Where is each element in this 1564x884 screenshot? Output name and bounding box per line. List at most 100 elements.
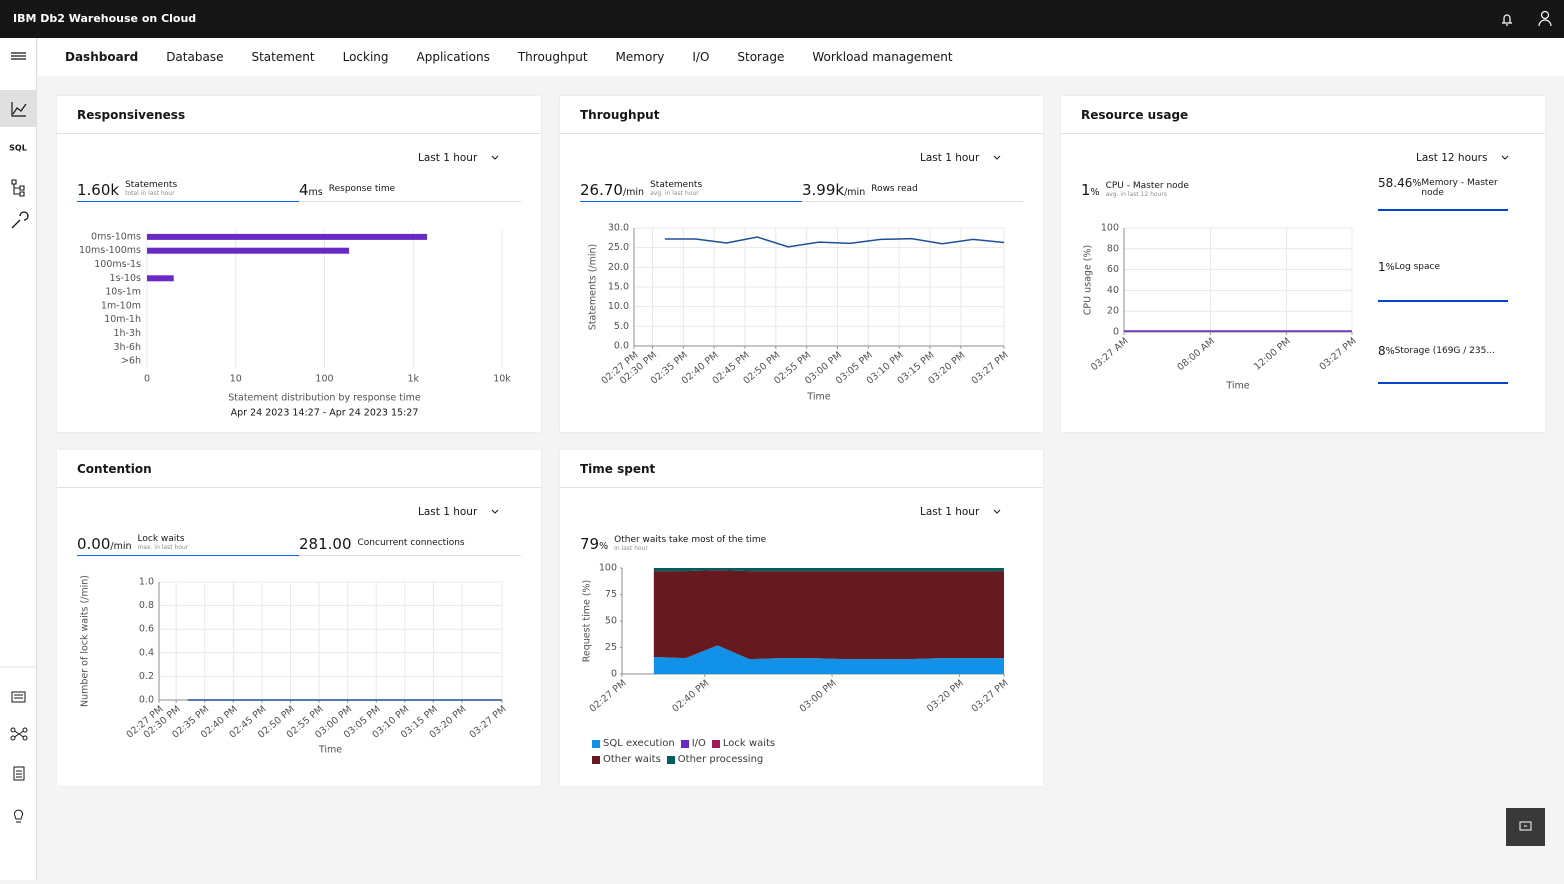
metric-unit: % [599,541,609,552]
metric-label: Other waits take most of the time [614,534,767,545]
tab[interactable]: Applications [416,50,490,64]
range-select[interactable]: Last 1 hour [418,506,499,518]
tab[interactable]: Storage [737,50,785,64]
tab[interactable]: Database [166,50,224,64]
metric-label: Memory - Master node [1421,178,1498,198]
metric: 3.99k/min Rows read [802,174,918,202]
sql-icon[interactable]: SQL [9,144,27,153]
card-title: Contention [57,450,541,488]
metric-value: 26.70 [580,180,623,199]
metric-unit: ms [308,187,323,198]
app-title: IBM Db2 Warehouse on Cloud [0,0,1564,38]
card-title: Time spent [560,450,1043,488]
metric-value: 1 [1081,181,1091,199]
range-label[interactable]: Last 1 hour [920,152,980,164]
range-label[interactable]: Last 1 hour [920,506,980,518]
metric-note: total in last hour [125,190,175,197]
chevron [491,509,499,514]
range-label[interactable]: Last 1 hour [418,506,478,518]
feedback-icon [1519,821,1532,831]
metric-note: avg. in last hour [650,190,699,197]
metric-note: in last hour [614,544,648,552]
metric: 281.00 Concurrent connections [299,528,465,556]
metric: 0.00/min Lock waits max. in last hour [77,528,299,556]
metric-value: 3.99k [802,181,845,199]
metric-value: 0.00 [77,534,111,553]
header-icons[interactable] [1498,10,1558,28]
range-select[interactable]: Last 1 hour [920,152,1001,164]
tab[interactable]: Workload management [812,50,953,64]
range-select[interactable]: Last 1 hour [418,152,499,164]
metric-label: Statements [125,180,178,190]
metric-unit: % [1385,262,1395,273]
legend-label: Other processing [677,754,764,765]
responsiveness-card: Responsiveness Last 1 hour 1.60k Statemen… [57,96,541,432]
metric-value: 58.46 [1378,176,1413,190]
chevron [1502,155,1509,160]
range-label[interactable]: Last 12 hours [1416,152,1488,164]
legend-swatch [666,755,675,764]
metric-unit: /min [110,540,132,552]
metric: 79% Other waits take most of the time in l… [580,528,766,556]
contention-card: Contention Last 1 hour 0.00/min Lock wait… [57,450,541,786]
tab[interactable]: Memory [615,50,665,64]
tab[interactable]: Throughput [517,50,588,64]
metric: 26.70/min Statements avg. in last hour [580,174,802,202]
legend-item[interactable]: I/O [680,738,706,749]
tab[interactable]: Locking [342,50,389,64]
throughput-card: Throughput Last 1 hour 26.70/min Statemen… [560,96,1043,432]
metric-note: avg. in last 12 hours [1105,190,1167,198]
metric: 4 ms Response time [299,174,395,202]
resource-usage-card: Resource usage Last 12 hours 1% CPU - Mas… [1061,96,1545,432]
card-title: Resource usage [1061,96,1545,134]
metric-label: Rows read [871,184,918,194]
legend-label: SQL execution [603,738,675,749]
metric-row: 1.60k Statements total in last hour 4 ms Res… [77,174,521,202]
side-metric: 8% Storage (169G / 235... [1378,340,1508,384]
feedback-button[interactable] [1506,808,1545,846]
range-select[interactable]: Last 1 hour [920,506,1001,518]
side-metric: 58.46% Memory - Master node [1378,172,1508,211]
metric-value: 1.60k [77,180,120,199]
metric-label: CPU - Master node [1105,180,1189,191]
metric-label: Concurrent connections [357,538,465,548]
legend-item[interactable]: Other waits [592,754,661,765]
legend-swatch [711,739,720,748]
metric: 1% CPU - Master node avg. in last 12 hours [1081,174,1189,202]
tab[interactable]: I/O [692,50,710,64]
metric-unit: % [1385,346,1395,357]
metric-label: Response time [328,184,396,194]
metric-row: 26.70/min Statements avg. in last hour 3.9… [580,174,1023,202]
metric-label: Lock waits [137,534,185,544]
card-title: Responsiveness [57,96,541,134]
legend-item[interactable]: Other processing [666,754,764,765]
legend-swatch [592,755,600,764]
metric-unit: /min [622,186,645,198]
legend: SQL execution I/O Lock waits Other waits Oth… [592,738,792,765]
card-title: Throughput [560,96,1043,134]
metric-value: 1 [1378,260,1386,274]
chevron [993,509,1001,514]
metric-unit: % [1090,187,1100,198]
metric-unit: /min [844,187,866,198]
rail-icons[interactable]: SQL [0,38,37,880]
legend-label: I/O [691,738,706,749]
side-metric: 1% Log space [1378,256,1508,302]
metric-value: 281.00 [299,535,352,553]
metric-label: Log space [1394,262,1441,272]
legend-item[interactable]: SQL execution [592,738,675,749]
metric-value: 4 [299,181,309,199]
legend-label: Lock waits [722,738,776,749]
tab-bar: Dashboard Database Statement Locking Applica… [38,38,1564,76]
metric-value: 8 [1378,344,1386,358]
range-select[interactable]: Last 12 hours [1416,152,1509,164]
legend-item[interactable]: Lock waits [711,738,776,749]
metric-row: 0.00/min Lock waits max. in last hour 281.… [77,528,521,556]
tab[interactable]: Statement [251,50,315,64]
tab[interactable]: Dashboard [65,50,139,64]
legend-swatch [680,739,689,748]
metric-note: max. in last hour [137,544,189,551]
chevron [993,155,1001,160]
range-label[interactable]: Last 1 hour [418,152,478,164]
